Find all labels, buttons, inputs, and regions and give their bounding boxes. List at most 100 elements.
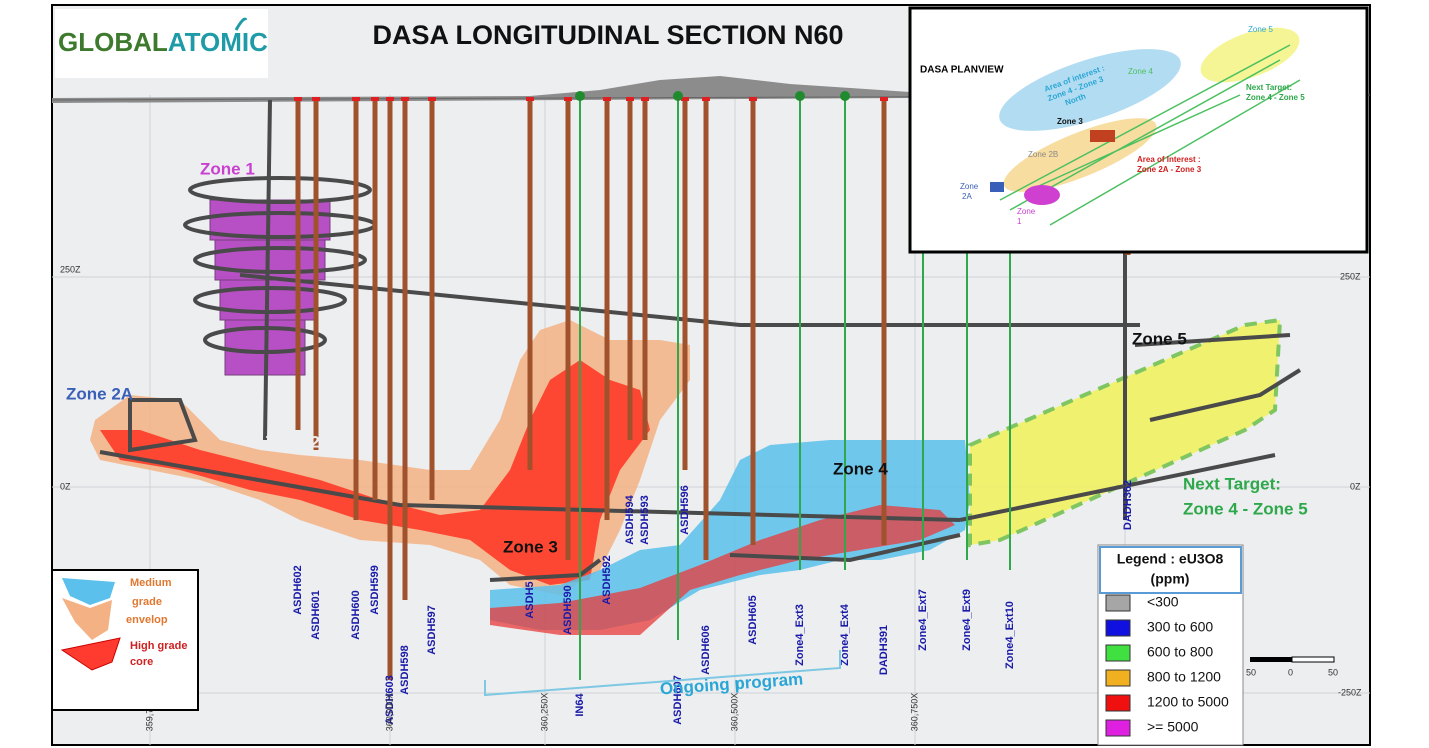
inset-zone: Zone 5 [1248, 25, 1273, 34]
planview-inset: DASA PLANVIEW Area of interest :Zone 4 -… [908, 6, 1369, 254]
elevation-label: -250Z [1338, 687, 1362, 697]
logo-part: ATOMIC [168, 27, 268, 57]
grade-legend: Legend : eU3O8 (ppm) <300 300 to 600 600 t… [1097, 544, 1244, 746]
easting-label: 359,750X [144, 693, 154, 732]
logo: GLOBALATOMIC [58, 27, 268, 57]
legend-swatch [1105, 619, 1131, 637]
easting-label: 360,000X [384, 693, 394, 732]
collar [626, 97, 634, 101]
hole-label: ASDH603 [384, 675, 396, 725]
hole-label: ASDH592 [601, 555, 613, 605]
hole-label: ASDH593 [639, 495, 651, 545]
inset-label: Zone 4 - Zone 5 [1246, 93, 1305, 102]
hole-label: ASDH590 [562, 585, 574, 635]
inset-label: Zone 2A - Zone 3 [1137, 165, 1202, 174]
inset-label: Next Target: [1246, 83, 1292, 92]
inset-zone: 1 [1017, 217, 1022, 226]
zone-label: Zone 2B [265, 432, 332, 451]
legend-swatch [1105, 669, 1131, 687]
collar [564, 97, 572, 101]
high-grade-core [100, 360, 650, 585]
logo-swoosh [234, 17, 248, 31]
logo-box [55, 9, 268, 78]
legend-title: Legend : eU3O8 [1117, 551, 1224, 567]
collar [840, 91, 850, 101]
envelope-legend: Medium grade envelop High grade core [51, 569, 199, 711]
collar [352, 97, 360, 101]
legend-text: envelop [126, 614, 168, 626]
easting-label: 360,750X [909, 693, 919, 732]
zone-label: Zone 1 [200, 159, 255, 178]
hole-label: Zone4_Ext10 [1004, 601, 1016, 669]
collar [371, 97, 379, 101]
collar [795, 91, 805, 101]
collar [312, 97, 320, 101]
legend-item: >= 5000 [1147, 719, 1199, 735]
hole-label: ASDH606 [700, 625, 712, 675]
scale-bar: 50 0 50 [1246, 656, 1338, 677]
elevation-label: 0Z [1350, 481, 1361, 491]
legend-item: 800 to 1200 [1147, 669, 1221, 685]
collar [401, 97, 409, 101]
zone4-envelope [490, 440, 970, 630]
hole-label: ASDH599 [369, 565, 381, 615]
hole-label: DADH391 [878, 625, 890, 675]
legend-swatch [1105, 594, 1131, 612]
next-target: Zone 4 - Zone 5 [1183, 499, 1308, 518]
hole-label: Zone4_Ext7 [917, 589, 929, 651]
collar [880, 97, 888, 101]
collar [526, 97, 534, 101]
zone-label: Zone 5 [1132, 329, 1187, 348]
ground-surface [52, 76, 910, 103]
ongoing-bracket [484, 650, 841, 697]
next-target: Next Target: [1183, 474, 1281, 493]
hole-label: ASDH600 [350, 590, 362, 640]
collar [673, 91, 683, 101]
legend-item: 600 to 800 [1147, 644, 1213, 660]
hole-label: ASDH607 [672, 675, 684, 725]
collar [681, 97, 689, 101]
collar [575, 91, 585, 101]
inset-zone: Zone 3 [1057, 117, 1083, 126]
elevation-label: 250Z [1340, 271, 1361, 281]
legend-swatch [1105, 694, 1131, 712]
hole-label: ASDH598 [399, 645, 411, 695]
inset-label: Area of Interest : [1137, 155, 1201, 164]
logo-part: GLOBAL [58, 27, 168, 57]
hole-label: Zone4_Ext4 [839, 603, 851, 666]
scale-label: 50 [1328, 667, 1338, 677]
collar [603, 97, 611, 101]
title: DASA LONGITUDINAL SECTION N60 [372, 20, 843, 50]
hole-label: ASDH602 [292, 565, 304, 615]
easting-label: 360,500X [729, 693, 739, 732]
collar [294, 97, 302, 101]
collar [386, 97, 394, 101]
hole-label: ASDH596 [679, 485, 691, 535]
collar [641, 97, 649, 101]
collar [749, 97, 757, 101]
elevation-label: 0Z [60, 481, 71, 491]
hole-label: Zone4_Ext3 [794, 604, 806, 666]
legend-text: High grade [130, 640, 187, 652]
hole-label: ASDH5 [524, 581, 536, 618]
legend-swatch [1105, 719, 1131, 737]
zone-label: Zone 3 [503, 537, 558, 556]
inset-title: DASA PLANVIEW [920, 65, 1004, 76]
legend-text: Medium [130, 577, 172, 589]
inset-zone: 2A [962, 192, 972, 201]
elevation-label: 250Z [60, 264, 81, 274]
zone-label: Zone 2A [66, 384, 133, 403]
inset-zone: Zone [1017, 207, 1036, 216]
hole-label: Zone4_Ext9 [961, 589, 973, 651]
easting-label: 360,250X [539, 693, 549, 732]
zone-label: Zone 4 [833, 459, 888, 478]
hole-label: DADH362 [1122, 480, 1134, 530]
legend-unit: (ppm) [1151, 571, 1190, 587]
legend-item: 300 to 600 [1147, 619, 1213, 635]
hole-label: ASDH594 [624, 494, 636, 544]
legend-text: core [130, 656, 153, 668]
hole-label: ASDH601 [310, 590, 322, 640]
legend-item: 1200 to 5000 [1147, 694, 1229, 710]
inset-zone: Zone 2B [1028, 150, 1058, 159]
